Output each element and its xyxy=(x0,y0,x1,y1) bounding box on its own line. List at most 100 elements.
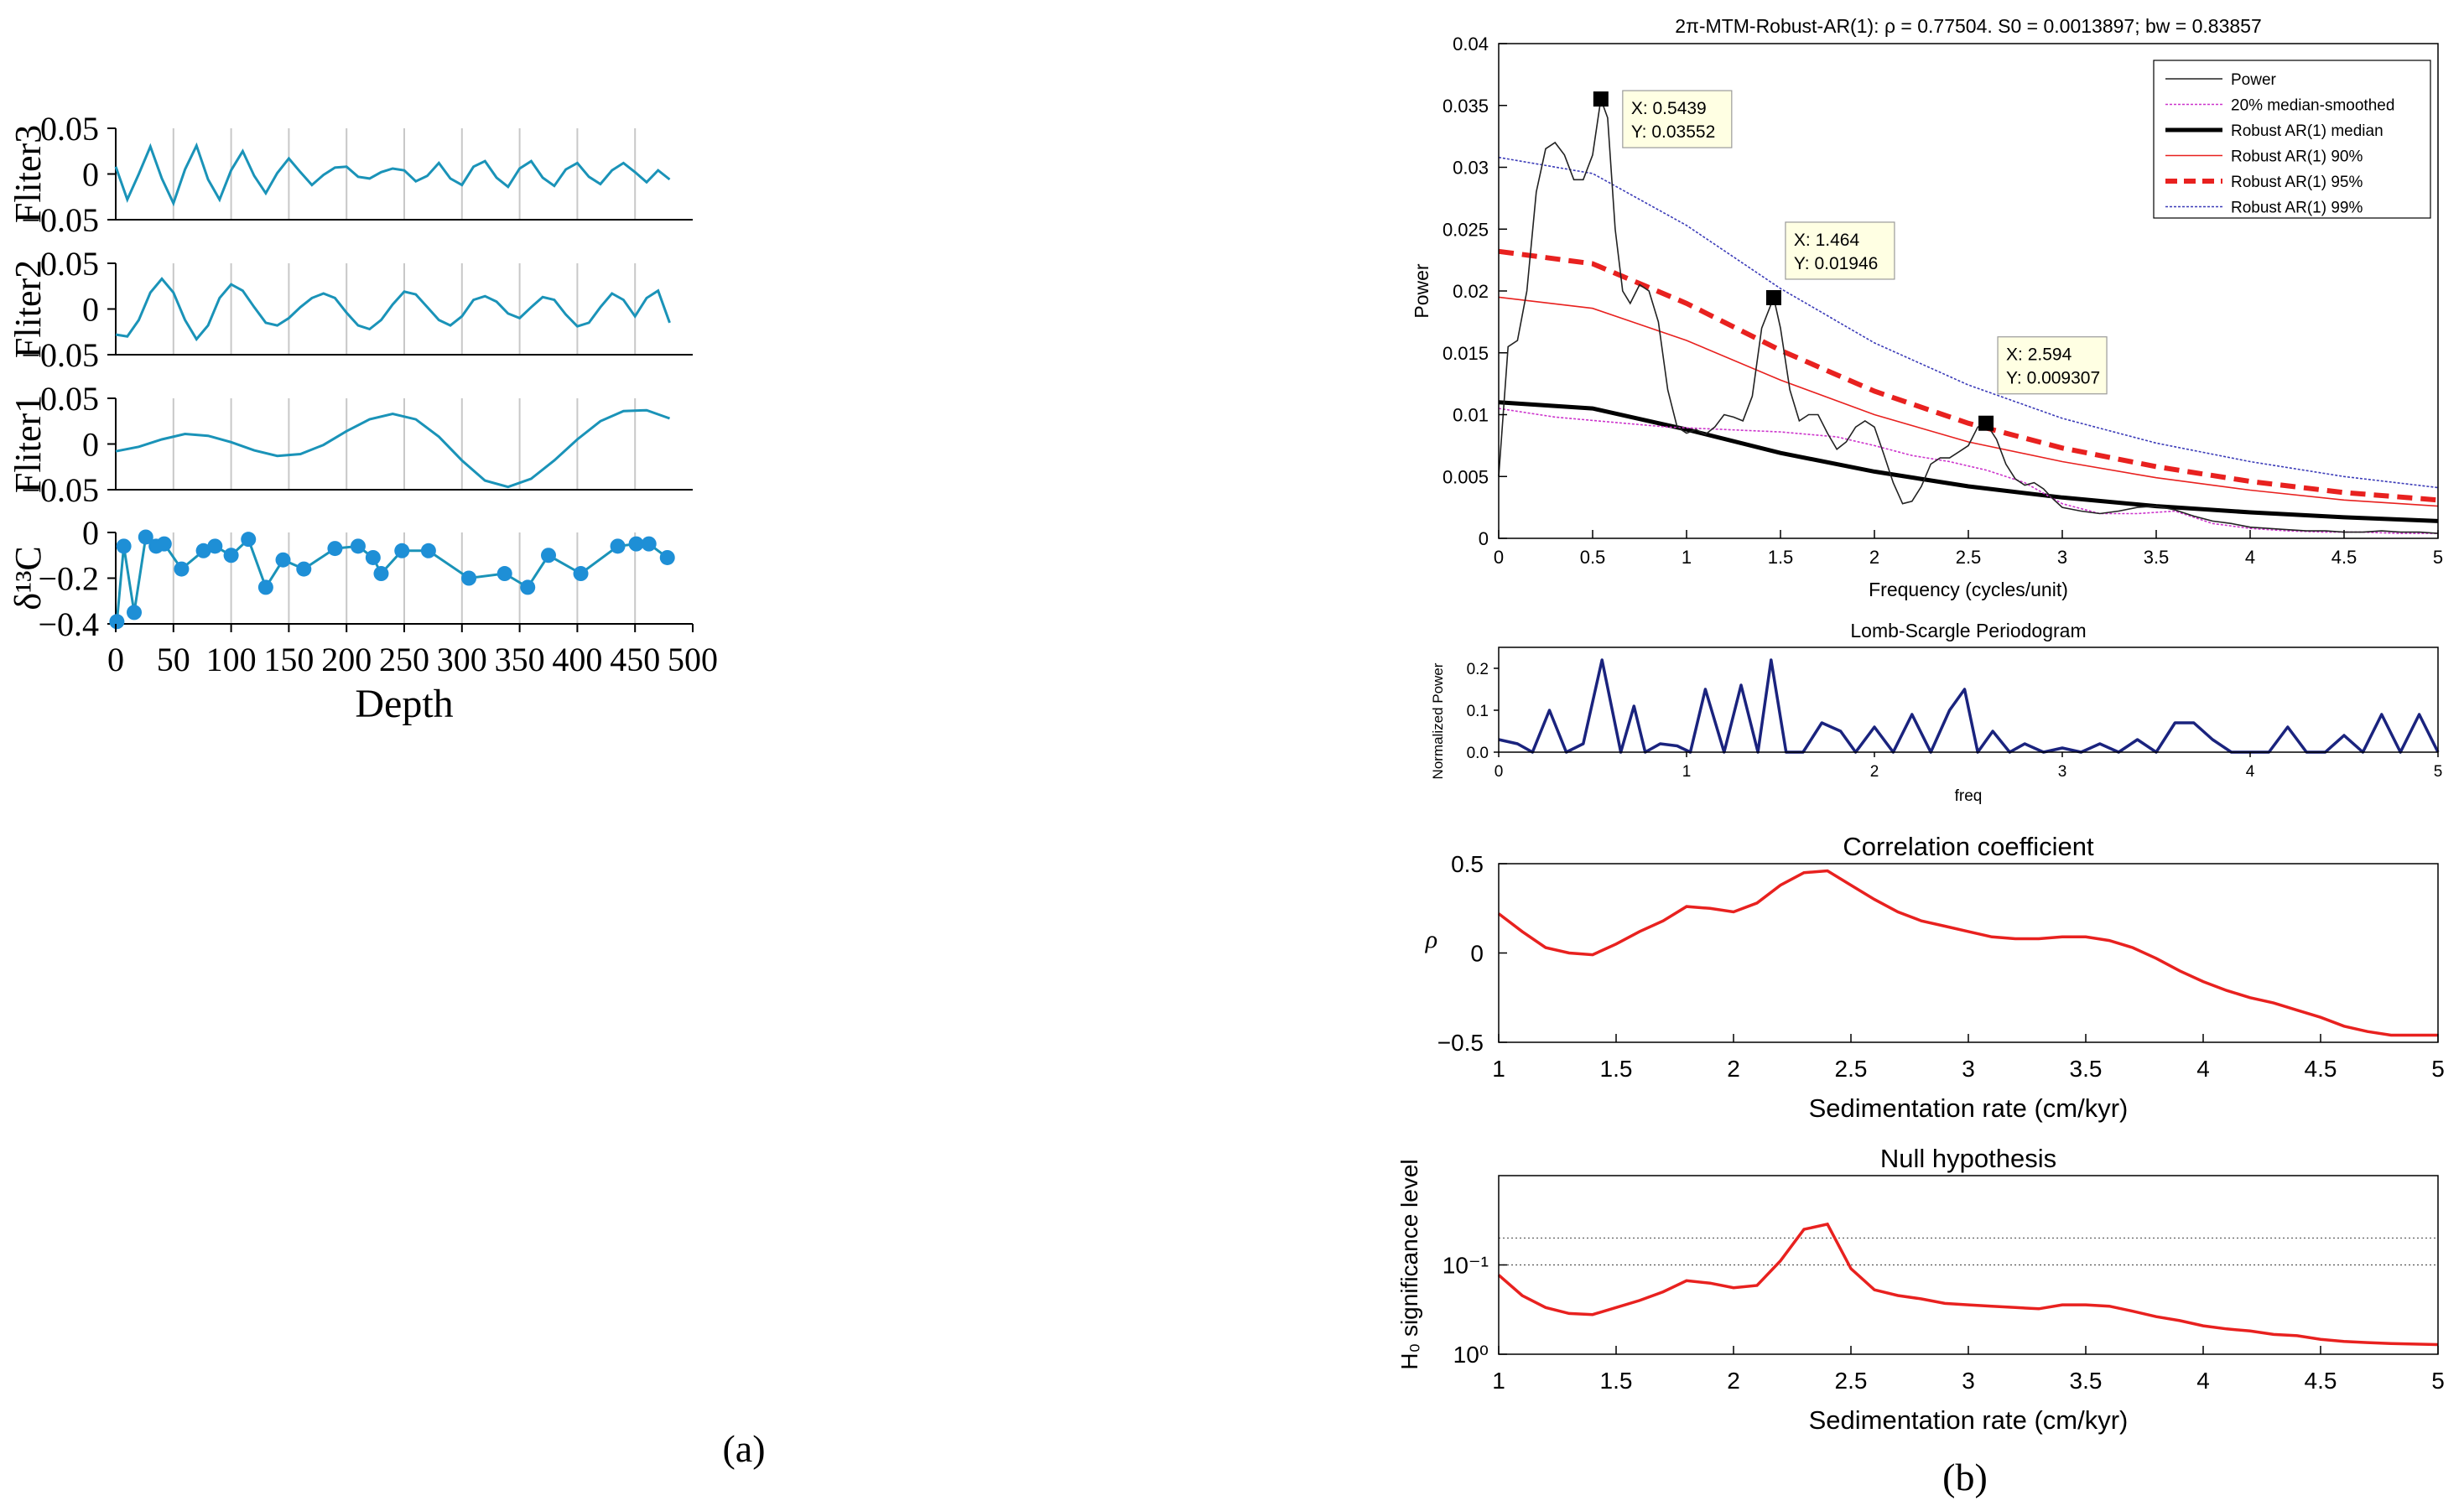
x-tick-label: 400 xyxy=(552,641,602,678)
x-tick-label: 1.5 xyxy=(1600,1056,1633,1082)
x-tick-label: 3 xyxy=(2058,763,2067,781)
data-point xyxy=(174,561,190,577)
y-tick-label: 10⁻¹ xyxy=(1443,1253,1489,1279)
y-tick-label: 0 xyxy=(82,291,99,329)
x-tick-label: 5 xyxy=(2433,547,2443,568)
y-tick-label: −0.05 xyxy=(21,471,99,509)
y-tick-label: −0.2 xyxy=(38,560,99,598)
data-point xyxy=(156,536,172,552)
x-tick-label: 250 xyxy=(379,641,429,678)
datatip-y: Y: 0.01946 xyxy=(1794,254,1878,273)
lomb-scargle-chart: Lomb-Scargle Periodogram 0.0 0.1 0.2 0 1 2 3 4 5 f… xyxy=(1430,620,2442,805)
x-axis-label: Frequency (cycles/unit) xyxy=(1869,579,2068,600)
x-tick-label: 1.5 xyxy=(1600,1368,1633,1394)
y-tick-label: 0.04 xyxy=(1453,34,1489,55)
y-tick-label: 0 xyxy=(82,514,99,552)
y-tick-label: 0.03 xyxy=(1453,158,1489,179)
y-tick-label: 0.5 xyxy=(1451,851,1484,877)
y-tick-label: −0.05 xyxy=(21,336,99,374)
data-point xyxy=(109,614,125,630)
data-point xyxy=(207,538,223,554)
y-tick-label: 10⁰ xyxy=(1453,1342,1489,1368)
series-line xyxy=(1497,869,2438,1037)
y-tick-label: 0.05 xyxy=(40,245,99,283)
series-line xyxy=(115,277,671,342)
x-tick-label: 100 xyxy=(206,641,257,678)
x-tick-label: 450 xyxy=(610,641,660,678)
datatip-box xyxy=(1622,90,1733,148)
chart-title: Lomb-Scargle Periodogram xyxy=(1850,620,2086,641)
ar99-line xyxy=(1498,156,2439,489)
data-point xyxy=(116,538,132,554)
legend-label: 20% median-smoothed xyxy=(2231,97,2394,115)
data-point xyxy=(275,552,291,568)
x-tick-label: 3 xyxy=(1962,1368,1975,1394)
x-axis-label: Sedimentation rate (cm/kyr) xyxy=(1809,1093,2129,1123)
x-tick-label: 4 xyxy=(2196,1056,2210,1082)
x-tick-label: 350 xyxy=(495,641,545,678)
x-tick-label: 1 xyxy=(1492,1056,1505,1082)
x-tick-label: 1 xyxy=(1492,1368,1505,1394)
x-tick-label: 2 xyxy=(1727,1056,1740,1082)
correlation-coefficient-chart: Correlation coefficient 0.5 0 −0.5 1 1.5 2 2.5 3… xyxy=(1425,832,2445,1123)
legend-label: Robust AR(1) median xyxy=(2231,122,2383,140)
chart-title: Null hypothesis xyxy=(1880,1144,2056,1173)
data-point xyxy=(241,532,257,548)
x-axis-label: freq xyxy=(1955,787,1983,805)
data-point xyxy=(520,579,536,595)
data-point xyxy=(127,605,143,621)
x-tick-label: 4 xyxy=(2245,547,2255,568)
power-line xyxy=(1498,98,2439,534)
data-point xyxy=(373,566,389,582)
datatip-box xyxy=(1997,336,2108,395)
x-tick-label: 5 xyxy=(2431,1368,2445,1394)
x-tick-label: 50 xyxy=(157,641,190,678)
data-point xyxy=(365,549,381,565)
datatip-y: Y: 0.03552 xyxy=(1631,122,1715,142)
x-tick-label: 2.5 xyxy=(1835,1056,1868,1082)
median-smoothed-line xyxy=(1498,408,2438,534)
legend-label: Power xyxy=(2231,71,2277,89)
data-point xyxy=(327,541,343,557)
y-tick-label: 0.02 xyxy=(1453,281,1489,302)
data-point xyxy=(573,566,589,582)
legend-label: Robust AR(1) 95% xyxy=(2231,174,2363,191)
x-tick-label: 300 xyxy=(437,641,487,678)
x-tick-label: 4.5 xyxy=(2305,1368,2337,1394)
datatip-x: X: 2.594 xyxy=(2006,345,2072,365)
data-point xyxy=(496,566,512,582)
y-tick-label: 0 xyxy=(1479,528,1489,549)
x-tick-label: 3 xyxy=(2057,547,2067,568)
x-tick-label: 4 xyxy=(2196,1368,2210,1394)
y-tick-label: 0 xyxy=(82,156,99,194)
x-tick-label: 4.5 xyxy=(2331,547,2357,568)
ar-median-line xyxy=(1498,400,2439,523)
data-point xyxy=(420,543,436,558)
data-point xyxy=(350,538,366,554)
x-tick-label: 0 xyxy=(1495,763,1504,781)
y-tick-label: −0.4 xyxy=(38,605,99,643)
y-axis-label: Power xyxy=(1411,263,1432,319)
y-tick-label: 0.015 xyxy=(1443,343,1489,364)
x-axis-label: Sedimentation rate (cm/kyr) xyxy=(1809,1405,2129,1435)
datatip-marker xyxy=(1593,91,1609,107)
data-point xyxy=(659,549,675,565)
x-tick-label: 2 xyxy=(1869,547,1879,568)
chart-title: Correlation coefficient xyxy=(1843,832,2094,861)
ar95-line xyxy=(1498,248,2439,503)
y-tick-label: −0.05 xyxy=(21,201,99,239)
x-tick-label: 0 xyxy=(1494,547,1504,568)
legend-label: Robust AR(1) 99% xyxy=(2231,200,2363,217)
panel-label-b: (b) xyxy=(1942,1456,1988,1498)
data-point xyxy=(138,529,153,545)
y-axis-label: H₀ significance level xyxy=(1396,1159,1422,1369)
datatip-y: Y: 0.009307 xyxy=(2006,369,2100,388)
x-tick-label: 2.5 xyxy=(1956,547,1982,568)
y-axis-label: Fliter2 xyxy=(8,260,49,358)
y-tick-label: 0.05 xyxy=(40,380,99,418)
